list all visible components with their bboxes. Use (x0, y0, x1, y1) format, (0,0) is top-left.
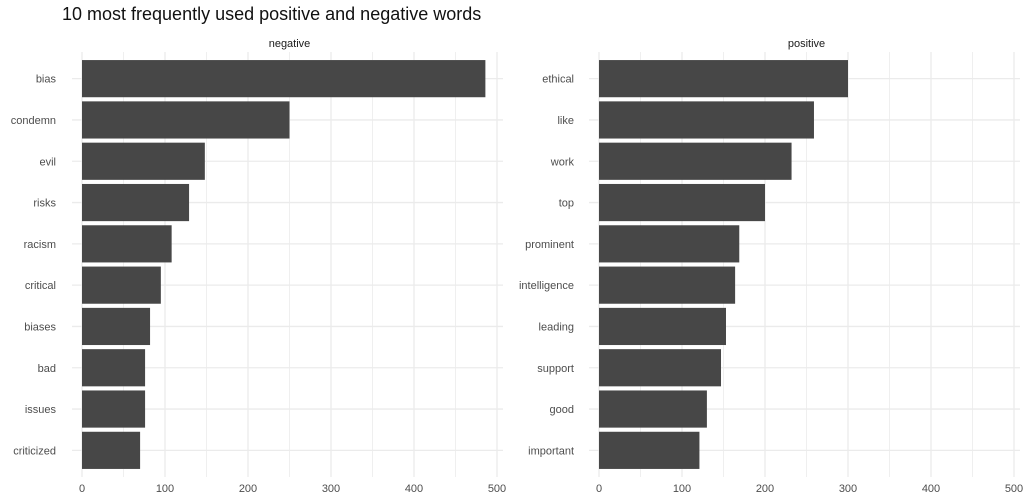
category-label-support: support (537, 363, 574, 375)
category-label-condemn: condemn (11, 115, 56, 127)
x-tick-label: 0 (79, 483, 85, 495)
x-tick-label: 100 (673, 483, 691, 495)
bar-racism (82, 225, 172, 263)
bar-intelligence (599, 266, 736, 304)
bar-support (599, 349, 722, 387)
bar-bad (82, 349, 146, 387)
bar-work (599, 142, 792, 180)
category-label-leading: leading (539, 321, 574, 333)
category-label-top: top (559, 198, 574, 210)
category-label-racism: racism (24, 239, 56, 251)
x-tick-label: 300 (839, 483, 857, 495)
x-tick-label: 400 (922, 483, 940, 495)
bar-evil (82, 142, 205, 180)
x-tick-label: 200 (756, 483, 774, 495)
bar-ethical (599, 60, 848, 98)
bar-issues (82, 390, 146, 428)
panel-positive: positive ethical like work top prominent intel… (519, 38, 1023, 495)
category-label-evil: evil (39, 156, 56, 168)
x-tick-label: 500 (488, 483, 506, 495)
category-label-like: like (557, 115, 574, 127)
category-label-bad: bad (38, 363, 56, 375)
category-label-risks: risks (33, 198, 56, 210)
category-label-good: good (550, 404, 574, 416)
category-label-important: important (528, 445, 574, 457)
chart-title: 10 most frequently used positive and neg… (62, 4, 482, 24)
bar-like (599, 101, 814, 139)
category-label-ethical: ethical (542, 74, 574, 86)
category-label-criticized: criticized (13, 445, 56, 457)
category-label-intelligence: intelligence (519, 280, 574, 292)
bar-important (599, 431, 700, 469)
bar-biases (82, 307, 151, 346)
x-tick-label: 400 (405, 483, 423, 495)
bar-condemn (82, 101, 290, 139)
bar-good (599, 390, 707, 428)
category-label-bias: bias (36, 74, 57, 86)
category-label-prominent: prominent (525, 239, 574, 251)
x-tick-label: 200 (239, 483, 257, 495)
panel-negative: negative bias condemn evil risks racism critic… (11, 38, 506, 495)
bar-prominent (599, 225, 740, 263)
facet-label-negative: negative (269, 38, 311, 50)
bar-bias (82, 60, 486, 98)
category-label-critical: critical (25, 280, 56, 292)
x-tick-label: 500 (1005, 483, 1023, 495)
x-tick-label: 300 (322, 483, 340, 495)
x-tick-label: 0 (596, 483, 602, 495)
bar-leading (599, 307, 726, 346)
category-label-issues: issues (25, 404, 57, 416)
bar-risks (82, 183, 190, 222)
category-label-biases: biases (24, 321, 56, 333)
bar-critical (82, 266, 161, 304)
bar-criticized (82, 431, 141, 469)
facet-label-positive: positive (788, 38, 825, 50)
category-label-work: work (550, 156, 575, 168)
bar-top (599, 183, 765, 222)
x-tick-label: 100 (156, 483, 174, 495)
